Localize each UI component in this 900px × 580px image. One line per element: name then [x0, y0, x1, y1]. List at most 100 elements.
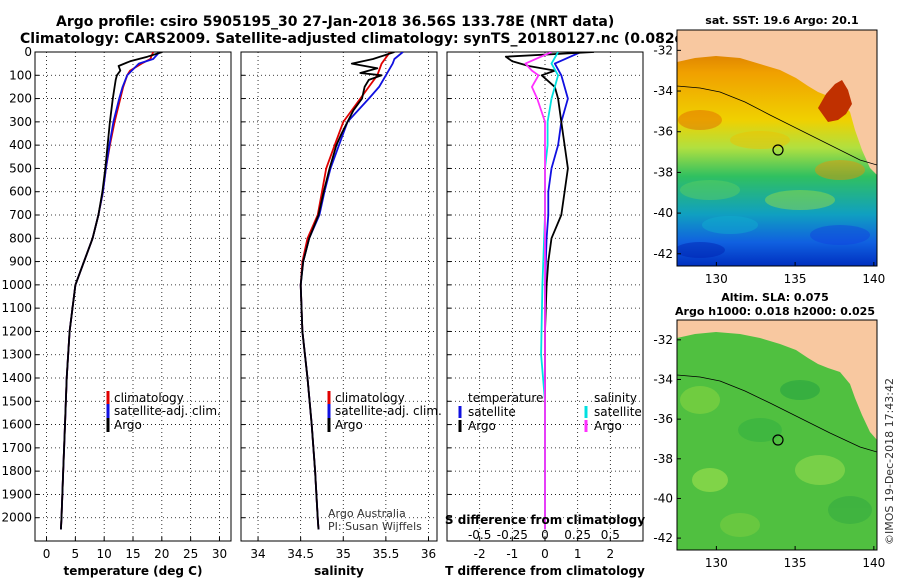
salinity-x-tick-label: 34.5 — [287, 547, 314, 561]
sla-contour — [677, 374, 877, 453]
series-satellite-adj-clim- — [299, 52, 404, 530]
sla-mottling — [680, 380, 872, 537]
sla-map — [677, 320, 877, 550]
temperature-x-tick-label: 10 — [97, 547, 112, 561]
sla-map-title1: Altim. SLA: 0.075 — [721, 291, 828, 304]
temperature-x-tick-label: 5 — [72, 547, 80, 561]
depth-tick-label: 2000 — [1, 511, 32, 525]
legend-climatology-label: climatology — [335, 391, 405, 405]
series-salinity-satellite — [540, 52, 559, 530]
depth-tick-label: 0 — [24, 45, 32, 59]
map-lat-label: -32 — [653, 43, 673, 57]
depth-tick-label: 1000 — [1, 278, 32, 292]
salinity-x-tick-label: 36 — [421, 547, 436, 561]
legend-s-argo-label: Argo — [594, 419, 622, 433]
temperature-x-tick-label: 15 — [125, 547, 140, 561]
map-lat-label: -36 — [653, 412, 673, 426]
temperature-x-label: temperature (deg C) — [64, 564, 203, 578]
s-difference-tick-label: 0.5 — [601, 528, 620, 542]
map-lon-label: 130 — [705, 556, 728, 570]
difference-x-tick-label: -1 — [506, 547, 518, 561]
map-lat-label: -40 — [653, 206, 673, 220]
sst-gulf-warm — [818, 80, 852, 122]
depth-tick-label: 1500 — [1, 394, 32, 408]
difference-x-tick-label: -2 — [474, 547, 486, 561]
map-lat-label: -38 — [653, 165, 673, 179]
temperature-legend: climatology satellite-adj. clim. Argo — [106, 391, 221, 432]
sst-mottling — [677, 110, 870, 258]
credit-line1: Argo Australia — [328, 507, 406, 520]
depth-tick-label: 1600 — [1, 418, 32, 432]
sla-map-frame — [676, 319, 878, 551]
series-temperature-satellite — [544, 52, 582, 530]
s-difference-top-label: S difference from climatology — [445, 513, 645, 527]
legend-s-satellite-label: satellite — [594, 405, 642, 419]
sla-map-title2: Argo h1000: 0.018 h2000: 0.025 — [675, 305, 875, 318]
s-difference-tick-label: 0 — [541, 528, 549, 542]
difference-legend-temperature: temperature satellite Argo — [458, 391, 543, 433]
depth-tick-label: 100 — [9, 68, 32, 82]
sla-land — [677, 320, 877, 440]
t-difference-x-label: T difference from climatology — [445, 564, 645, 578]
temperature-x-tick-label: 30 — [212, 547, 227, 561]
depth-tick-label: 1800 — [1, 464, 32, 478]
sst-land — [677, 30, 877, 175]
depth-tick-label: 400 — [9, 138, 32, 152]
map-lat-label: -34 — [653, 372, 673, 386]
depth-tick-label: 1400 — [1, 371, 32, 385]
map-lat-label: -42 — [653, 531, 673, 545]
salinity-legend: climatology satellite-adj. clim. Argo — [327, 391, 442, 432]
depth-tick-label: 300 — [9, 115, 32, 129]
map-lon-label: 140 — [862, 272, 885, 286]
temperature-x-tick-label: 20 — [154, 547, 169, 561]
s-difference-tick-label: -0.25 — [497, 528, 528, 542]
figure-title-line1: Argo profile: csiro 5905195_30 27-Jan-20… — [56, 14, 614, 30]
difference-x-tick-label: 2 — [607, 547, 615, 561]
depth-tick-label: 900 — [9, 255, 32, 269]
legend-salinity-header: salinity — [594, 391, 637, 405]
map-lat-label: -32 — [653, 333, 673, 347]
series-temperature-argo — [504, 52, 595, 530]
figure-title-line2: Climatology: CARS2009. Satellite-adjuste… — [20, 31, 748, 47]
depth-tick-label: 1900 — [1, 487, 32, 501]
temperature-x-tick-label: 0 — [43, 547, 51, 561]
difference-legend-salinity: salinity satellite Argo — [584, 391, 642, 433]
depth-tick-label: 1200 — [1, 324, 32, 338]
temperature-x-tick-label: 25 — [183, 547, 198, 561]
salinity-x-tick-label: 35.5 — [373, 547, 400, 561]
depth-tick-label: 800 — [9, 231, 32, 245]
map-lat-label: -34 — [653, 84, 673, 98]
legend-temperature-header: temperature — [468, 391, 543, 405]
series-argo — [299, 52, 395, 530]
salinity-x-tick-label: 35 — [336, 547, 351, 561]
series-argo — [60, 52, 163, 530]
difference-x-tick-label: 0 — [541, 547, 549, 561]
sst-map — [677, 30, 877, 266]
map-lon-label: 140 — [862, 556, 885, 570]
map-lat-label: -36 — [653, 125, 673, 139]
depth-tick-label: 1100 — [1, 301, 32, 315]
legend-argo-label: Argo — [335, 418, 363, 432]
map-lat-label: -40 — [653, 491, 673, 505]
legend-climatology-label: climatology — [114, 391, 184, 405]
map-lat-label: -42 — [653, 247, 673, 261]
legend-satellite-label: satellite-adj. clim. — [335, 404, 442, 418]
legend-satellite-label: satellite-adj. clim. — [114, 404, 221, 418]
depth-tick-label: 600 — [9, 185, 32, 199]
sst-contour — [677, 85, 877, 166]
depth-tick-label: 700 — [9, 208, 32, 222]
depth-tick-label: 1700 — [1, 441, 32, 455]
imos-watermark: ©IMOS 19-Dec-2018 17:43:42 — [883, 378, 896, 545]
legend-t-argo-label: Argo — [468, 419, 496, 433]
series-salinity-argo — [524, 52, 552, 530]
map-lon-label: 130 — [705, 272, 728, 286]
depth-tick-label: 1300 — [1, 348, 32, 362]
sst-map-title: sat. SST: 19.6 Argo: 20.1 — [705, 14, 858, 27]
sst-argo-location — [772, 144, 784, 156]
sla-argo-location — [772, 434, 784, 446]
map-lon-label: 135 — [784, 272, 807, 286]
salinity-x-tick-label: 34 — [250, 547, 265, 561]
s-difference-tick-label: -0.5 — [468, 528, 491, 542]
map-lon-label: 135 — [784, 556, 807, 570]
